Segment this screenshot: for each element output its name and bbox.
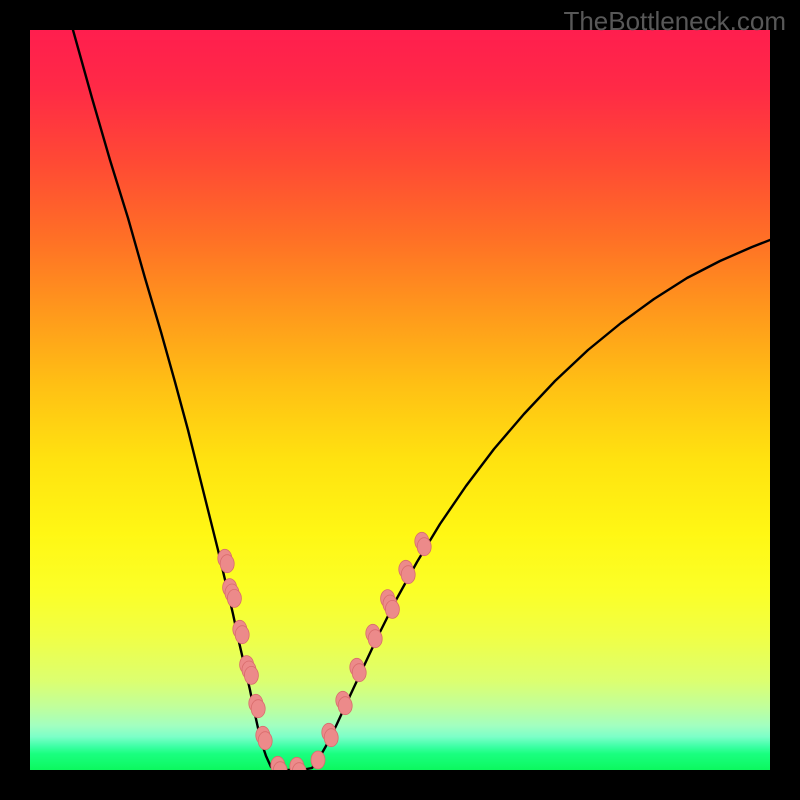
chart-svg bbox=[0, 0, 800, 800]
watermark-text: TheBottleneck.com bbox=[563, 6, 786, 37]
chart-container: TheBottleneck.com bbox=[0, 0, 800, 800]
